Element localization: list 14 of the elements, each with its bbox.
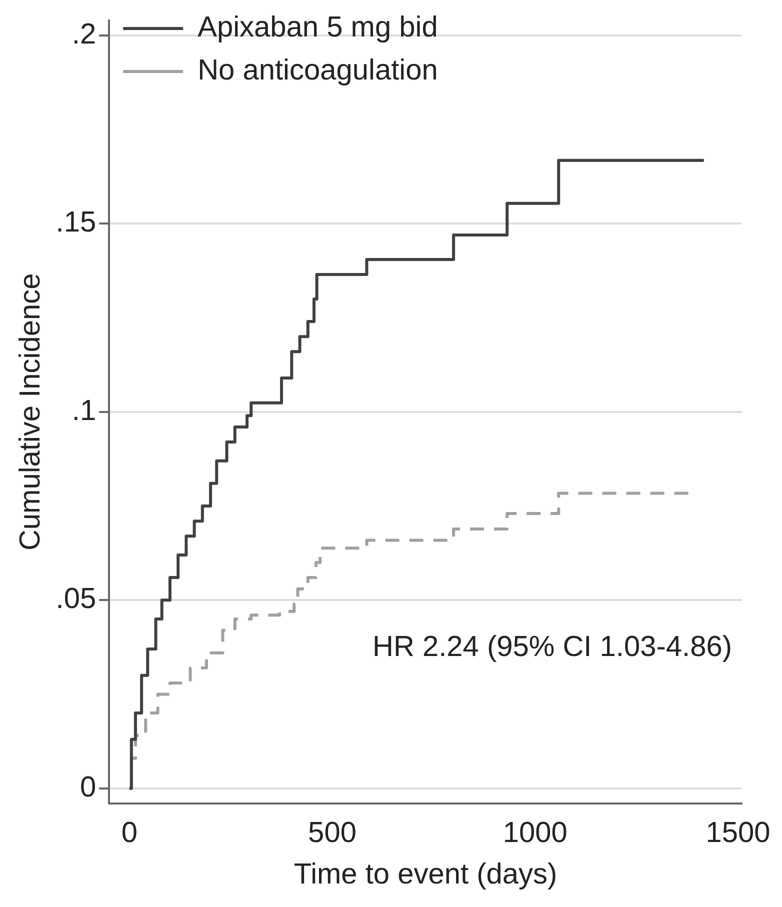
x-tick-label: 1000: [502, 816, 568, 849]
x-axis-title: Time to event (days): [294, 858, 558, 891]
x-tick-label: 1500: [706, 816, 770, 849]
x-tick-label: 0: [121, 816, 138, 849]
legend-label: No anticoagulation: [198, 54, 438, 86]
x-tick-label: 500: [308, 816, 356, 849]
y-tick-label: .05: [56, 583, 96, 616]
annotation: HR 2.24 (95% CI 1.03-4.86): [372, 631, 732, 664]
y-tick-label: .2: [72, 18, 96, 50]
legend-label: Apixaban 5 mg bid: [198, 12, 438, 44]
y-tick-label: 0: [80, 771, 96, 804]
y-tick-label: .15: [56, 206, 96, 239]
y-axis-title: Cumulative Incidence: [14, 273, 46, 551]
y-tick-label: .1: [72, 394, 96, 427]
